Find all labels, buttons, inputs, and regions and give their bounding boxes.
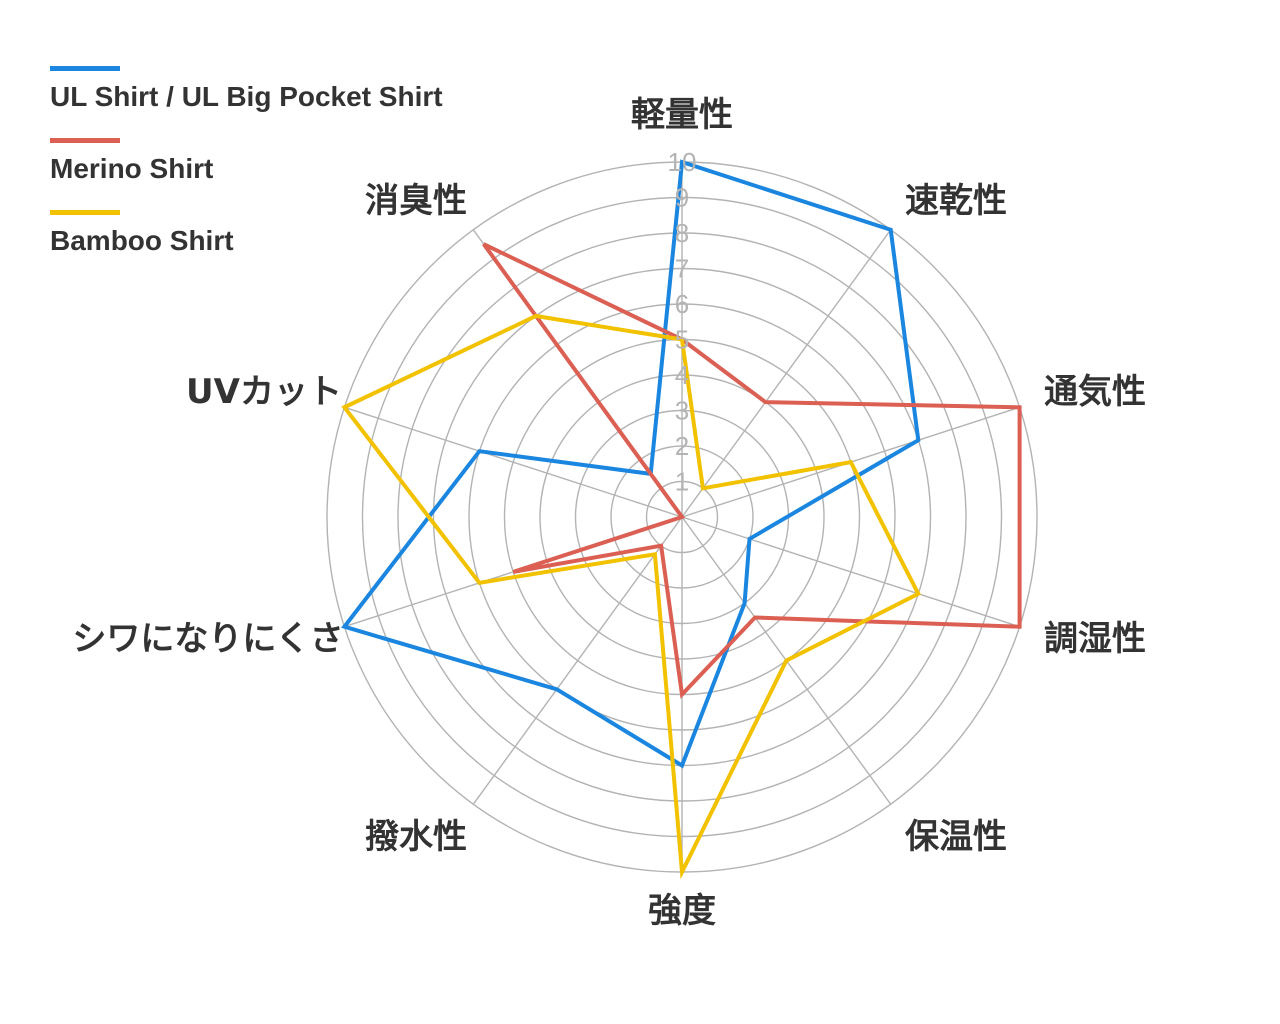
tick-label: 8 [675,218,689,248]
axis-label: 消臭性 [365,181,467,221]
legend: UL Shirt / UL Big Pocket Shirt Merino Sh… [50,66,443,282]
grid-spoke [681,229,892,518]
axis-label: 保温性 [905,817,1007,857]
grid-spoke [681,516,1020,628]
series-line-0 [341,159,921,769]
tick-label: 10 [668,147,697,177]
tick-label: 1 [675,467,689,497]
legend-swatch [50,138,120,143]
axis-label: 速乾性 [905,181,1007,221]
legend-item-bamboo-shirt: Bamboo Shirt [50,210,443,257]
axis-label: UVカット [186,372,342,412]
legend-swatch [50,210,120,215]
series-line-1 [482,242,1022,699]
tick-label: 7 [675,254,689,284]
axis-label: 調湿性 [1044,619,1146,659]
legend-item-ul-shirt: UL Shirt / UL Big Pocket Shirt [50,66,443,113]
legend-label: Merino Shirt [50,153,214,184]
tick-label: 9 [675,183,689,213]
tick-labels: 1 2 3 4 5 6 7 8 9 10 [668,147,697,497]
series-line-2 [341,313,921,880]
tick-label: 5 [675,325,689,355]
legend-item-merino-shirt: Merino Shirt [50,138,443,185]
tick-label: 6 [675,289,689,319]
tick-label: 3 [675,396,689,426]
grid-spoke [472,516,683,805]
legend-swatch [50,66,120,71]
axis-label: 撥水性 [365,817,467,857]
legend-label: UL Shirt / UL Big Pocket Shirt [50,81,443,112]
axis-label: シワになりにくさ [72,619,343,659]
legend-label: Bamboo Shirt [50,225,234,256]
axis-label: 通気性 [1044,372,1146,412]
grid-spoke [344,406,683,518]
axis-label: 軽量性 [631,95,733,135]
axis-label: 強度 [648,891,716,931]
series-group [341,159,1022,880]
tick-label: 4 [675,360,689,390]
tick-label: 2 [675,431,689,461]
